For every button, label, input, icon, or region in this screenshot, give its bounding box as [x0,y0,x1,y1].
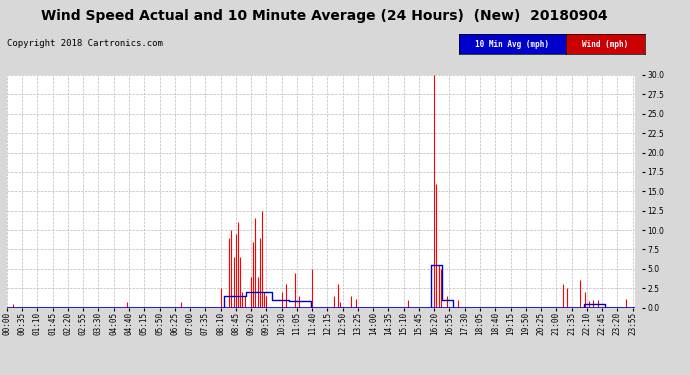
Text: Wind Speed Actual and 10 Minute Average (24 Hours)  (New)  20180904: Wind Speed Actual and 10 Minute Average … [41,9,608,23]
Text: Wind (mph): Wind (mph) [582,40,629,49]
Text: 10 Min Avg (mph): 10 Min Avg (mph) [475,40,549,49]
Text: Copyright 2018 Cartronics.com: Copyright 2018 Cartronics.com [7,39,163,48]
